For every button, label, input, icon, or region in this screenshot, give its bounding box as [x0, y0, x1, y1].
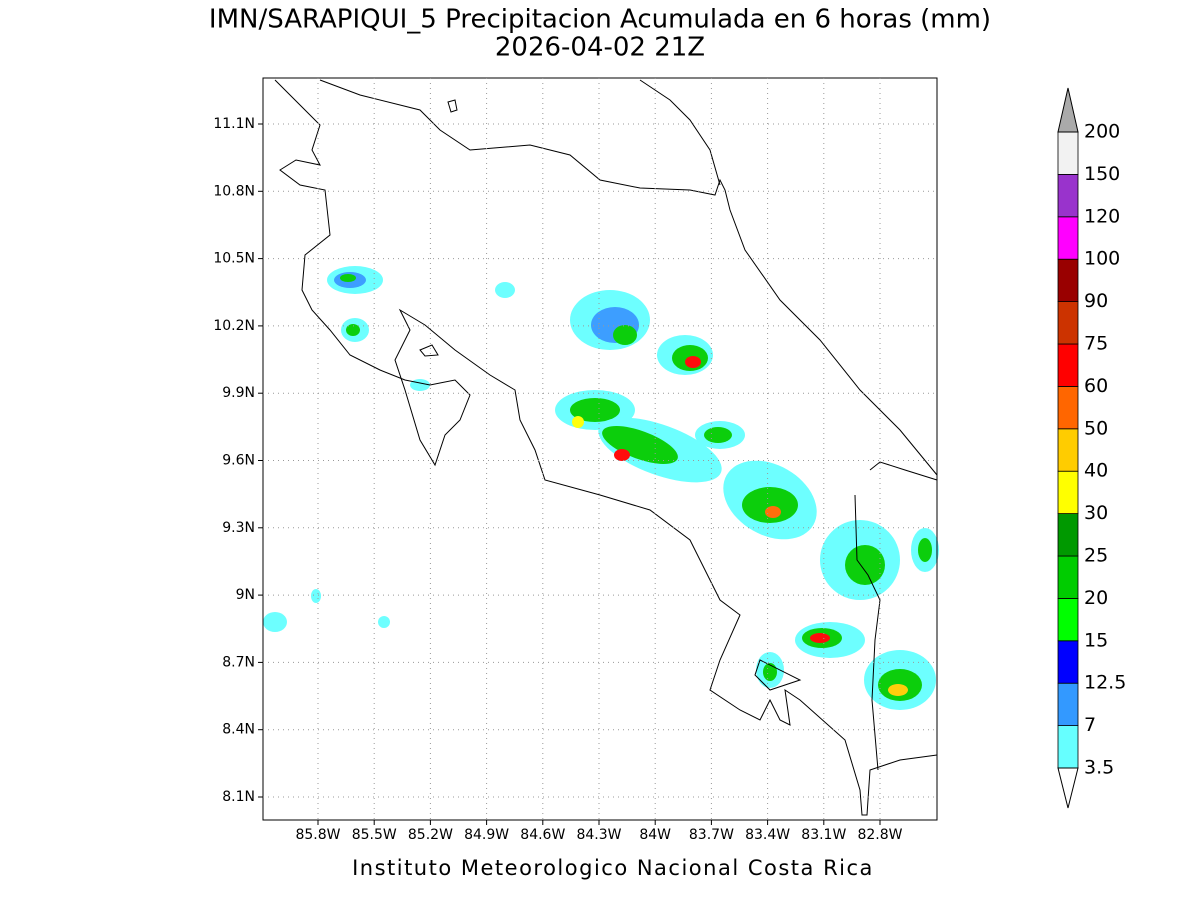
colorbar-box: [1057, 598, 1079, 642]
colorbar-box: [1057, 258, 1079, 303]
colorbar-box: [1057, 470, 1079, 515]
colorbar-label: 60: [1084, 375, 1108, 397]
colorbar-box: [1057, 640, 1079, 684]
colorbar-label: 15: [1084, 629, 1108, 651]
colorbar-box: [1057, 173, 1079, 218]
lat-label: 9.3N: [222, 520, 255, 536]
colorbar-label: 25: [1084, 545, 1108, 567]
colorbar-label: 40: [1084, 460, 1108, 482]
lon-label: 83.4W: [745, 827, 790, 843]
lat-label: 10.2N: [213, 318, 255, 334]
lon-label: 85.8W: [295, 827, 340, 843]
lon-label: 84.6W: [520, 827, 565, 843]
precip-field: [263, 266, 939, 710]
colorbar-label: 90: [1084, 290, 1108, 312]
colorbar-box: [1057, 428, 1079, 472]
colorbar-box: [1057, 131, 1079, 175]
colorbar-box: [1057, 725, 1079, 769]
colorbar-label: 200: [1084, 121, 1120, 143]
lon-label: 84.9W: [464, 827, 509, 843]
lat-label: 8.4N: [222, 722, 255, 738]
colorbar-label: 100: [1084, 248, 1120, 270]
lat-label: 9.9N: [222, 385, 255, 401]
colorbar-label: 75: [1084, 333, 1108, 355]
lon-label: 85.2W: [408, 827, 453, 843]
colorbar-label: 7: [1084, 714, 1096, 736]
lon-label: 84.3W: [576, 827, 621, 843]
lat-label: 8.1N: [222, 789, 255, 805]
colorbar-label: 3.5: [1084, 757, 1114, 779]
colorbar-over: [1057, 87, 1079, 133]
lon-label: 83.1W: [801, 827, 846, 843]
lon-label: 85.5W: [352, 827, 397, 843]
colorbar-under: [1057, 767, 1079, 809]
colorbar-label: 30: [1084, 502, 1108, 524]
map-area: [262, 77, 939, 821]
lon-label: 83.7W: [689, 827, 734, 843]
subtitle: 2026-04-02 21Z: [495, 33, 705, 63]
lat-label: 8.7N: [222, 654, 255, 670]
map-frame: [262, 77, 938, 821]
lat-label: 9.6N: [222, 453, 255, 469]
colorbar-box: [1057, 513, 1079, 557]
colorbar-box: [1057, 216, 1079, 260]
colorbar-label: 12.5: [1084, 672, 1126, 694]
colorbar-box: [1057, 301, 1079, 345]
lat-label: 10.8N: [213, 183, 255, 199]
lon-label: 82.8W: [857, 827, 902, 843]
colorbar-label: 150: [1084, 163, 1120, 185]
coastlines: [274, 79, 938, 816]
lon-label: 84W: [639, 827, 671, 843]
colorbar-box: [1057, 343, 1079, 387]
colorbar-box: [1057, 682, 1079, 727]
colorbar-box: [1057, 555, 1079, 599]
colorbar-box: [1057, 385, 1079, 430]
footer: Instituto Meteorologico Nacional Costa R…: [352, 856, 874, 880]
lat-label: 9N: [236, 587, 255, 603]
lat-label: 11.1N: [213, 116, 255, 132]
title: IMN/SARAPIQUI_5 Precipitacion Acumulada …: [209, 5, 991, 35]
colorbar-label: 20: [1084, 587, 1108, 609]
colorbar-label: 50: [1084, 417, 1108, 439]
lat-label: 10.5N: [213, 251, 255, 267]
colorbar-label: 120: [1084, 205, 1120, 227]
